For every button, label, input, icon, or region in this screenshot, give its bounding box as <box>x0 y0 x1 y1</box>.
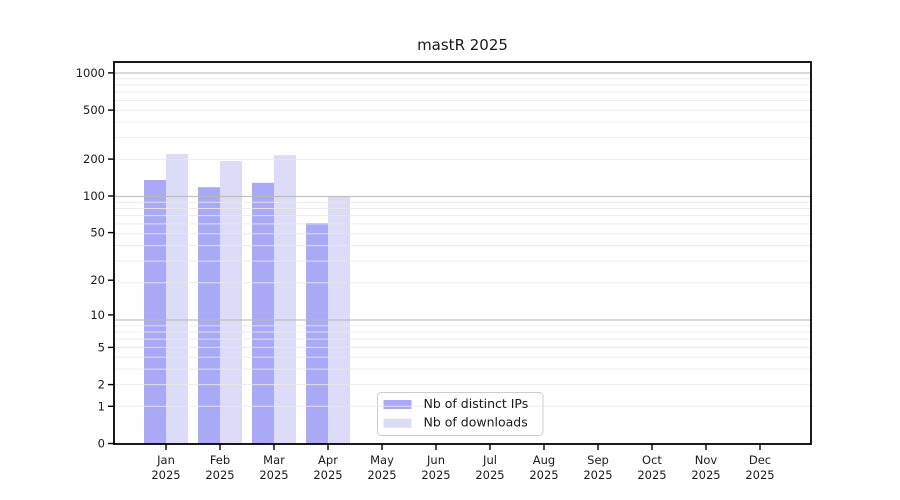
y-tick-label: 0 <box>98 437 105 451</box>
x-tick-label-month: Sep <box>587 453 609 467</box>
x-tick-label-month: May <box>370 453 394 467</box>
bar-nb-of-distinct-ips-feb <box>198 187 220 444</box>
x-tick-label-year: 2025 <box>475 468 504 482</box>
y-tick-label: 5 <box>98 340 105 354</box>
legend-label-downloads: Nb of downloads <box>424 415 528 430</box>
legend-swatch-distinct-ips <box>383 400 412 409</box>
x-tick-label-year: 2025 <box>151 468 180 482</box>
y-tick-label: 2 <box>98 378 105 392</box>
chart-title: mastR 2025 <box>417 36 508 54</box>
x-tick-label-month: Aug <box>533 453 555 467</box>
y-tick-label: 10 <box>90 308 105 322</box>
y-tick-label: 1000 <box>76 66 105 80</box>
x-tick-label-year: 2025 <box>691 468 720 482</box>
x-tick-label-month: Jun <box>426 453 445 467</box>
y-tick-label: 200 <box>83 152 105 166</box>
x-tick-label-month: Dec <box>749 453 771 467</box>
x-tick-label-year: 2025 <box>529 468 558 482</box>
grid-layer <box>114 72 811 407</box>
x-tick-label-year: 2025 <box>421 468 450 482</box>
bar-nb-of-downloads-feb <box>220 161 242 444</box>
x-tick-label-year: 2025 <box>259 468 288 482</box>
legend-swatch-downloads <box>383 418 412 428</box>
legend-label-distinct-ips: Nb of distinct IPs <box>424 396 529 411</box>
bar-nb-of-distinct-ips-apr <box>306 223 328 444</box>
x-tick-label-year: 2025 <box>205 468 234 482</box>
x-tick-label-month: Mar <box>263 453 285 467</box>
legend <box>377 392 544 436</box>
bar-nb-of-downloads-jan <box>166 154 188 444</box>
y-tick-label: 50 <box>90 226 105 240</box>
bar-nb-of-distinct-ips-jan <box>144 180 166 444</box>
bar-nb-of-distinct-ips-mar <box>252 182 274 445</box>
x-tick-label-month: Oct <box>642 453 662 467</box>
x-tick-label-year: 2025 <box>745 468 774 482</box>
x-tick-label-month: Nov <box>695 453 718 467</box>
x-tick-label-year: 2025 <box>637 468 666 482</box>
x-tick-label-year: 2025 <box>367 468 396 482</box>
plot-frame <box>113 61 812 445</box>
y-tick-label: 20 <box>90 273 105 287</box>
bar-nb-of-downloads-mar <box>274 155 296 444</box>
x-tick-label-month: Feb <box>210 453 230 467</box>
x-tick-label-year: 2025 <box>583 468 612 482</box>
y-tick-label: 1 <box>98 399 105 413</box>
x-tick-label-month: Jan <box>156 453 175 467</box>
x-tick-label-month: Apr <box>318 453 338 467</box>
y-tick-label: 500 <box>83 103 105 117</box>
y-tick-label: 100 <box>83 189 105 203</box>
x-tick-label-month: Jul <box>482 453 497 467</box>
x-tick-label-year: 2025 <box>313 468 342 482</box>
